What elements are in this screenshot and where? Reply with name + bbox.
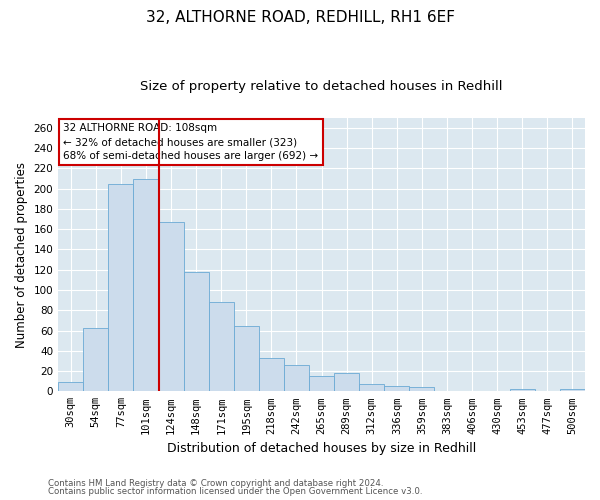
- Bar: [284, 365, 309, 392]
- X-axis label: Distribution of detached houses by size in Redhill: Distribution of detached houses by size …: [167, 442, 476, 455]
- Bar: [209, 302, 234, 392]
- Text: Contains HM Land Registry data © Crown copyright and database right 2024.: Contains HM Land Registry data © Crown c…: [48, 478, 383, 488]
- Text: 32, ALTHORNE ROAD, REDHILL, RH1 6EF: 32, ALTHORNE ROAD, REDHILL, RH1 6EF: [146, 10, 455, 25]
- Bar: [109, 184, 133, 392]
- Bar: [158, 222, 184, 392]
- Text: Contains public sector information licensed under the Open Government Licence v3: Contains public sector information licen…: [48, 487, 422, 496]
- Bar: [83, 328, 109, 392]
- Bar: [259, 358, 284, 392]
- Y-axis label: Number of detached properties: Number of detached properties: [15, 162, 28, 348]
- Bar: [58, 382, 83, 392]
- Bar: [234, 326, 259, 392]
- Bar: [359, 384, 385, 392]
- Bar: [334, 373, 359, 392]
- Bar: [309, 376, 334, 392]
- Bar: [133, 178, 158, 392]
- Bar: [560, 390, 585, 392]
- Text: 32 ALTHORNE ROAD: 108sqm
← 32% of detached houses are smaller (323)
68% of semi-: 32 ALTHORNE ROAD: 108sqm ← 32% of detach…: [64, 123, 319, 161]
- Bar: [184, 272, 209, 392]
- Title: Size of property relative to detached houses in Redhill: Size of property relative to detached ho…: [140, 80, 503, 93]
- Bar: [385, 386, 409, 392]
- Bar: [409, 388, 434, 392]
- Bar: [510, 390, 535, 392]
